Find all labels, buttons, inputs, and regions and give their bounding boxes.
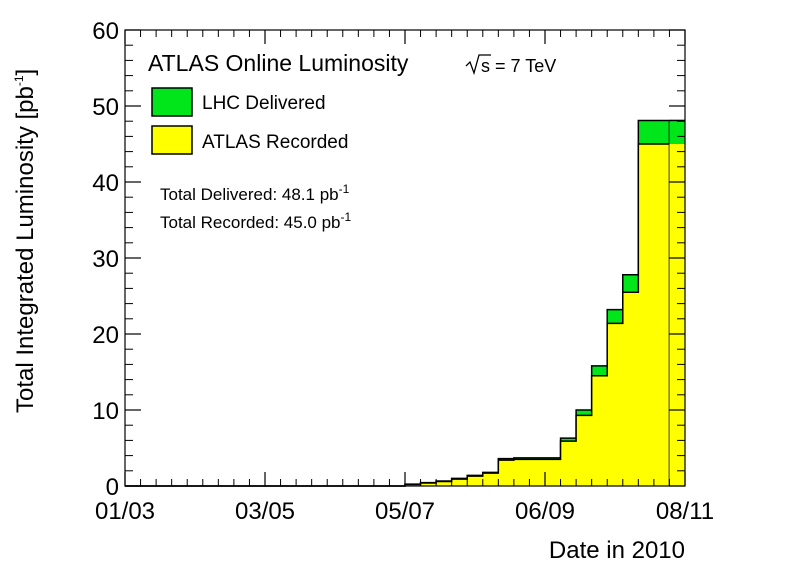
x-tick-label-1: 03/05 <box>235 498 295 525</box>
bar-s1-2 <box>436 481 453 486</box>
y-tick-label-6: 60 <box>92 18 119 45</box>
y-tick-label-3: 30 <box>92 246 119 273</box>
legend-label-lhc-delivered: LHC Delivered <box>202 93 326 114</box>
bar-s1-8 <box>529 459 546 486</box>
x-axis-title: Date in 2010 <box>549 537 685 564</box>
bar-s1-12 <box>591 375 608 486</box>
bar-s0-extension <box>669 120 685 144</box>
energy-label: s = 7 TeV <box>465 54 556 76</box>
legend-swatch-lhc-delivered <box>151 87 193 117</box>
chart-title: ATLAS Online Luminosity <box>148 50 409 76</box>
bar-s1-0 <box>405 484 421 486</box>
bar-s1-14 <box>622 292 639 486</box>
y-tick-label-0: 0 <box>106 474 119 501</box>
bar-s1-7 <box>513 459 530 486</box>
bar-s1-5 <box>482 473 499 486</box>
sqrt-symbol <box>465 54 491 76</box>
total-delivered-annotation: Total Delivered: 48.1 pb-1 <box>160 182 350 204</box>
bar-s1-1 <box>420 482 437 486</box>
bar-s1-15 <box>638 144 670 486</box>
y-tick-label-1: 10 <box>92 398 119 425</box>
bar-s1-10 <box>560 441 577 486</box>
bar-s1-3 <box>451 479 468 486</box>
ticks-layer: 0 10 20 30 40 50 60 01/03 03/05 05/07 06/09 08/11 <box>92 18 714 525</box>
bar-s1-4 <box>467 476 484 486</box>
y-axis-title: Total Integrated Luminosity [pb-1] <box>12 69 39 413</box>
bar-s1-9 <box>545 459 561 486</box>
legend-label-atlas-recorded: ATLAS Recorded <box>202 132 348 153</box>
y-tick-label-2: 20 <box>92 322 119 349</box>
x-tick-label-0: 01/03 <box>95 498 155 525</box>
y-tick-label-5: 50 <box>92 94 119 121</box>
x-tick-label-3: 06/09 <box>515 498 575 525</box>
energy-label-text: s = 7 TeV <box>481 56 556 76</box>
x-tick-label-4: 08/11 <box>656 498 714 525</box>
bar-s1-6 <box>498 460 515 486</box>
x-tick-label-2: 05/07 <box>375 498 435 525</box>
bar-s1-11 <box>576 415 593 486</box>
bar-s1-13 <box>607 323 624 486</box>
bar-s1-extension <box>669 144 685 486</box>
y-tick-label-4: 40 <box>92 170 119 197</box>
legend: ATLAS Online Luminosity s = 7 TeV LHC De… <box>148 50 556 155</box>
total-recorded-annotation: Total Recorded: 45.0 pb-1 <box>160 210 352 232</box>
legend-swatch-atlas-recorded <box>151 125 193 155</box>
